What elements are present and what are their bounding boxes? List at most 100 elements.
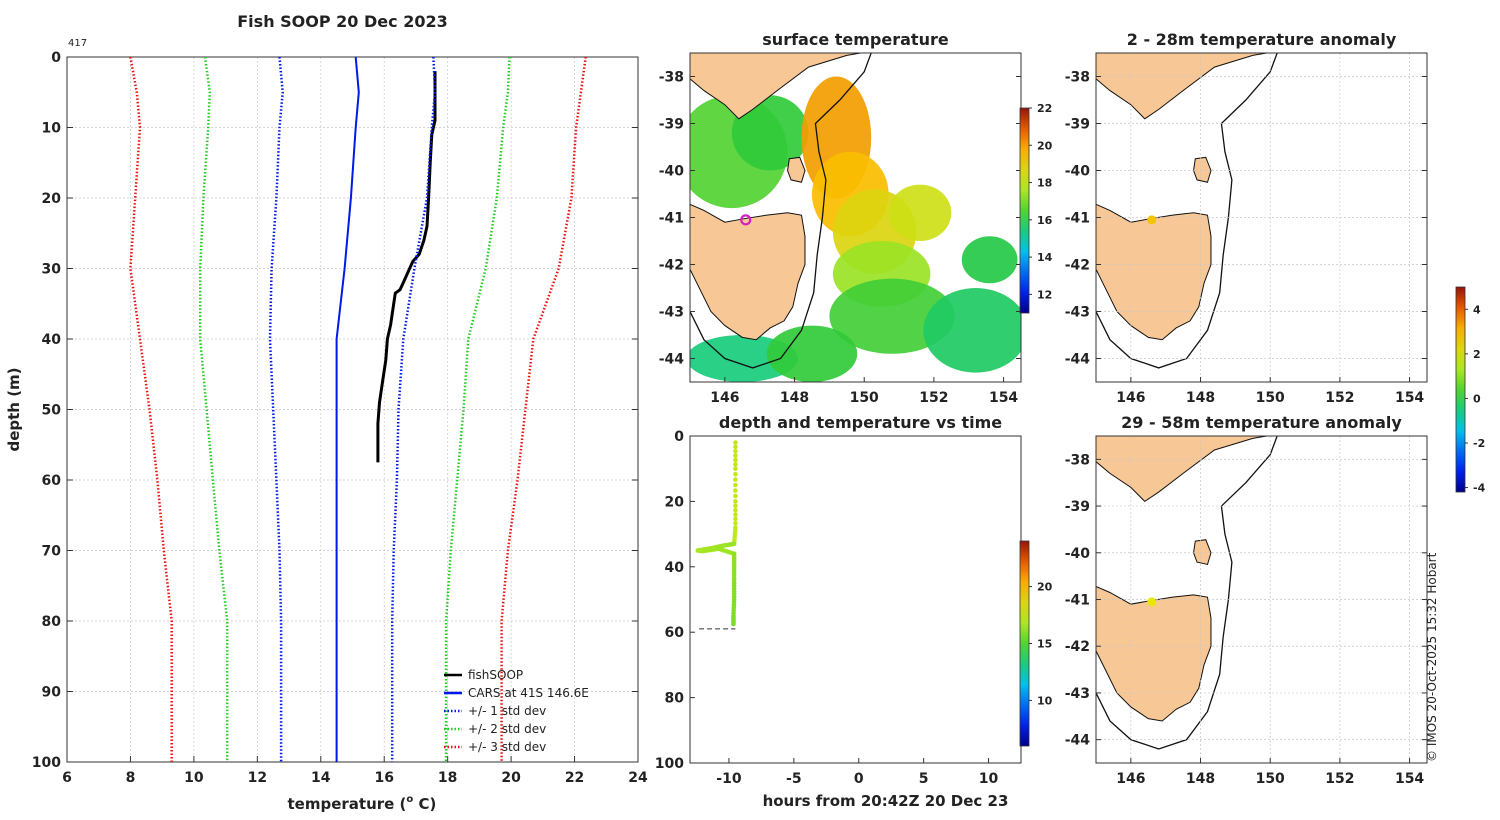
sst-xtick-label: 146 <box>710 390 739 406</box>
sst-ytick-label: -43 <box>659 305 684 321</box>
profile-xtick-label: 12 <box>248 770 267 786</box>
profile-xlabel-main: temperature ( <box>288 795 407 813</box>
anomaly-colorbar-tick-label: 2 <box>1473 348 1481 361</box>
anom-shallow-map <box>1096 53 1278 369</box>
time-ytick-label: 0 <box>674 429 684 445</box>
profile-ytick-label: 40 <box>42 332 62 348</box>
anom-deep-map <box>1096 436 1278 750</box>
anomaly-colorbar-tick-label: 4 <box>1473 303 1481 316</box>
anom-shallow-xtick-label: 150 <box>1256 390 1285 406</box>
sst-xtick-label: 154 <box>989 390 1018 406</box>
profile-ytick-label: 30 <box>42 262 62 278</box>
anom-shallow-mainland <box>1096 53 1267 120</box>
profile-ytick-label: 90 <box>42 685 62 701</box>
time-ytick-label: 60 <box>665 625 685 641</box>
anomaly-colorbar-tick-label: -4 <box>1473 482 1486 495</box>
sst-colorbar-tick-label: 20 <box>1037 139 1053 152</box>
time-point <box>733 457 738 463</box>
time-ytick-label: 20 <box>665 494 685 510</box>
profile-series-5 <box>198 56 229 762</box>
anom-deep-xtick-label: 150 <box>1256 771 1285 787</box>
time-point <box>733 488 738 493</box>
time-ytick-label: 100 <box>655 756 684 772</box>
anom-deep-ytick-label: -44 <box>1065 733 1091 749</box>
anom-deep-flinders-island <box>1193 539 1212 566</box>
profile-xlabel: temperature (o C) <box>288 794 437 813</box>
anom-deep-xtick-label: 152 <box>1325 771 1354 787</box>
profile-ytick-label: 20 <box>42 191 62 207</box>
sst-mainland <box>690 53 861 120</box>
profile-xtick-label: 24 <box>628 770 648 786</box>
time-point <box>733 444 738 450</box>
anomaly-colorbar-tick-label: 0 <box>1473 392 1481 405</box>
sst-colorbar-tick-label: 14 <box>1037 251 1053 264</box>
sst-sst-patch <box>923 288 1021 373</box>
time-point <box>733 516 738 522</box>
anom-deep-tasmania <box>1096 585 1212 722</box>
anom-deep-shelf-contour <box>1096 436 1278 750</box>
sst-colorbar-tick-label: 16 <box>1037 214 1053 227</box>
time-title: depth and temperature vs time <box>719 413 1002 432</box>
anom-deep-ytick-label: -41 <box>1065 593 1090 609</box>
time-point <box>733 503 738 509</box>
anom-deep-ytick-label: -40 <box>1065 546 1091 562</box>
sst-xtick-label: 152 <box>919 390 948 406</box>
time-point <box>733 477 738 482</box>
sst-map <box>690 53 1021 382</box>
profile-ytick-label: 10 <box>42 121 62 137</box>
anom-shallow-ytick-label: -38 <box>1065 70 1090 86</box>
sst-xtick-label: 150 <box>850 390 879 406</box>
profile-xtick-label: 10 <box>184 770 204 786</box>
anom-shallow-ytick-label: -41 <box>1065 211 1090 227</box>
sst-ytick-label: -39 <box>659 117 684 133</box>
sst-colorbar-tick-label: 12 <box>1037 288 1052 301</box>
legend-label-4: +/- 3 std dev <box>468 740 546 754</box>
anom-deep-ytick-label: -43 <box>1065 686 1090 702</box>
anom-shallow-xtick-label: 154 <box>1395 390 1424 406</box>
anom-deep-ytick-label: -38 <box>1065 452 1090 468</box>
anom-shallow-tasmania <box>1096 203 1212 341</box>
profile-xtick-label: 22 <box>565 770 584 786</box>
sst-ytick-label: -38 <box>659 70 684 86</box>
time-point <box>733 466 738 472</box>
profile-series-2 <box>390 56 437 762</box>
sst-ytick-label: -42 <box>659 258 684 274</box>
time-axes <box>689 435 1022 764</box>
profile-ytick-label: 70 <box>42 544 62 560</box>
sst-profile-location-marker <box>740 214 752 226</box>
sst-sst-patch <box>766 325 858 382</box>
time-xtick-label: 0 <box>854 771 864 787</box>
anom-deep-mainland <box>1096 436 1267 503</box>
sst-ytick-label: -41 <box>659 211 684 227</box>
time-xtick-label: -5 <box>786 771 802 787</box>
profile-xlabel-sup: o <box>406 794 413 805</box>
anom-shallow-ytick-label: -43 <box>1065 305 1090 321</box>
time-colorbar-tick-label: 10 <box>1037 694 1053 707</box>
anom-deep-anomaly-marker <box>1147 597 1157 607</box>
profile-xtick-label: 8 <box>126 770 136 786</box>
sst-flinders-island <box>787 156 806 183</box>
profile-series-1 <box>335 56 360 762</box>
time-point <box>733 453 738 458</box>
profile-xtick-label: 18 <box>438 770 457 786</box>
anom-shallow-title: 2 - 28m temperature anomaly <box>1127 30 1397 49</box>
time-xlabel: hours from 20:42Z 20 Dec 23 <box>763 792 1009 810</box>
credit: © IMOS 20-Oct-2025 15:32 Hobart <box>1425 552 1439 762</box>
sst-sst-patch <box>888 184 952 241</box>
time-point <box>733 493 738 499</box>
profile-ytick-label: 60 <box>42 473 62 489</box>
time-point <box>733 512 738 517</box>
profile-axes <box>66 56 639 763</box>
time-point <box>733 520 738 526</box>
anomaly-colorbar <box>1455 286 1466 493</box>
time-colorbar <box>1019 540 1030 747</box>
sst-colorbar <box>1019 107 1030 314</box>
sst-sst-patch <box>731 95 809 171</box>
anom-deep-xtick-label: 146 <box>1116 771 1145 787</box>
time-ytick-label: 40 <box>665 560 685 576</box>
anom-shallow-axes <box>1095 52 1428 383</box>
anom-deep-xtick-label: 154 <box>1395 771 1424 787</box>
anomaly-colorbar-tick-label: -2 <box>1473 437 1485 450</box>
sst-xtick-label: 148 <box>780 390 809 406</box>
profile-ytick-label: 80 <box>42 614 62 630</box>
